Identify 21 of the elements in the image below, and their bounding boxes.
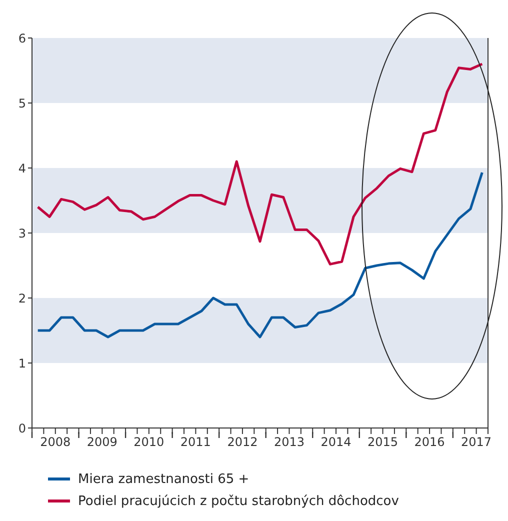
y-tick-label: 5 [18, 96, 26, 110]
y-tick-label: 0 [18, 421, 26, 436]
x-tick-label: 2012 [227, 435, 258, 449]
line-series [36, 171, 484, 338]
x-tick-label: 2008 [40, 435, 71, 449]
legend-label: Miera zamestnanosti 65 + [78, 472, 250, 486]
x-tick-label: 2011 [180, 435, 211, 449]
y-tick-label: 1 [18, 356, 26, 370]
x-tick-label: 2013 [274, 435, 305, 449]
y-tick-label: 6 [18, 31, 26, 46]
legend-label: Podiel pracujúcich z počtu starobných dôchodcov [78, 494, 399, 508]
x-tick-label: 2009 [86, 435, 118, 449]
x-tick-label: 2010 [134, 435, 164, 449]
x-tick-label: 2017 [461, 435, 492, 449]
line-series [36, 62, 484, 266]
y-tick-label: 3 [18, 226, 26, 240]
x-tick-label: 2016 [414, 435, 445, 449]
x-tick-label: 2014 [320, 435, 352, 449]
y-tick-label: 4 [18, 161, 26, 176]
x-tick-label: 2015 [367, 435, 398, 449]
y-tick-label: 2 [18, 291, 26, 306]
